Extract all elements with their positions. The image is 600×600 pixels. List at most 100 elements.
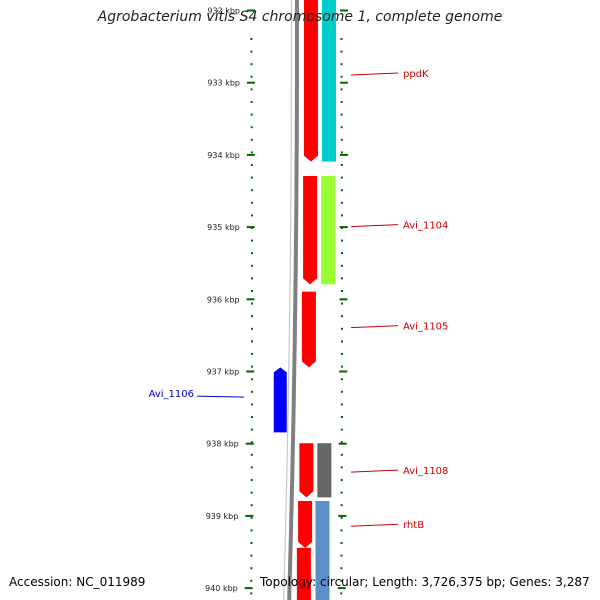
backbone-line <box>287 0 299 600</box>
guide-dot <box>250 516 253 519</box>
leader-line <box>350 224 399 228</box>
guide-dot <box>340 126 343 129</box>
gene-arrow-Avi_1106 <box>273 367 287 433</box>
guide-dot <box>340 164 343 166</box>
tick-label: 938 kbp <box>206 440 239 449</box>
tick-left <box>246 9 255 12</box>
tick-left <box>246 153 255 156</box>
leader-line <box>350 325 399 329</box>
gene-arrow-rhtB <box>298 500 313 548</box>
guide-dot <box>340 441 343 444</box>
tick-right <box>338 514 347 517</box>
guide-dot <box>250 491 253 494</box>
gene-arrow-Avi_1108 <box>299 443 314 498</box>
tick-label: 937 kbp <box>207 368 240 377</box>
gene-label-rhtB: rhtB <box>403 520 424 531</box>
guide-dot <box>340 516 343 519</box>
guide-dot <box>340 340 343 343</box>
tick-right <box>339 370 348 373</box>
guide-dot <box>250 88 253 91</box>
guide-dot <box>340 579 343 582</box>
guide-dot <box>250 277 253 280</box>
tick-right <box>339 9 348 12</box>
guide-dot <box>250 201 253 204</box>
cog-tracks <box>315 0 336 600</box>
guide-dot <box>250 327 253 330</box>
guide-dot <box>340 504 343 507</box>
guide-dot <box>250 554 253 557</box>
guide-dot <box>340 479 343 481</box>
gene-arrow-Avi_1104 <box>303 176 318 285</box>
tick-label: 934 kbp <box>207 151 240 160</box>
guide-dot <box>340 214 343 217</box>
guide-dot <box>250 441 253 444</box>
guide-dot <box>250 138 253 141</box>
guide-dot <box>250 189 253 192</box>
leader-line <box>350 72 399 76</box>
guide-dot <box>250 239 253 242</box>
guide-dot <box>250 75 253 78</box>
tick-left <box>246 298 255 301</box>
tick-left <box>244 587 253 590</box>
guide-dot <box>250 176 253 179</box>
guide-dot <box>250 126 253 129</box>
guide-dot <box>340 264 343 267</box>
guide-dot <box>340 113 343 116</box>
guide-dot <box>340 403 343 406</box>
guide-dot <box>250 378 253 381</box>
guide-dot <box>250 315 253 318</box>
guide-dot <box>340 252 343 255</box>
guide-dot <box>250 592 253 595</box>
dotted-guides <box>250 38 343 595</box>
tick-label: 936 kbp <box>207 295 240 304</box>
guide-dot <box>250 264 253 267</box>
gene-arrow-ppdK <box>303 0 318 162</box>
cog-bar-ppdK <box>321 0 336 162</box>
tick-right <box>339 81 348 84</box>
guide-dot <box>340 542 343 544</box>
guide-dot <box>250 151 253 154</box>
guide-dot <box>340 75 343 78</box>
guide-dot <box>340 491 343 494</box>
tick-label: 939 kbp <box>206 512 239 521</box>
guide-dot <box>340 302 343 305</box>
guide-dot <box>250 214 253 217</box>
guide-dot <box>250 567 253 570</box>
guide-dot <box>250 353 253 355</box>
guide-dot <box>340 50 343 53</box>
leader-line <box>350 469 399 473</box>
tick-right <box>339 226 348 229</box>
guide-dot <box>250 101 253 103</box>
guide-dot <box>250 416 253 418</box>
gene-label-Avi_1104: Avi_1104 <box>403 221 448 232</box>
gene-arrow-unnamed <box>296 547 311 600</box>
guide-dot <box>250 479 253 481</box>
guide-dot <box>340 554 343 557</box>
guide-dot <box>340 592 343 595</box>
guide-dot <box>250 579 253 582</box>
tick-left <box>245 442 254 445</box>
tick-left <box>246 370 255 373</box>
leader-line <box>196 395 245 398</box>
tick-right <box>339 153 348 156</box>
tick-left <box>246 81 255 84</box>
tick-right <box>338 442 347 445</box>
guide-dot <box>250 466 253 469</box>
gene-label-Avi_1105: Avi_1105 <box>403 322 448 333</box>
tick-label: 933 kbp <box>207 79 240 88</box>
guide-dot <box>250 365 253 368</box>
guide-dot <box>250 453 253 456</box>
guide-dot <box>340 327 343 330</box>
tick-label: 935 kbp <box>207 223 240 232</box>
guide-dot <box>250 428 253 431</box>
guide-dot <box>340 390 343 393</box>
guide-dot <box>250 38 253 40</box>
guide-dot <box>250 340 253 343</box>
guide-dot <box>340 529 343 532</box>
guide-dot <box>340 315 343 318</box>
tick-left <box>245 514 254 517</box>
topology-text: Topology: circular; Length: 3,726,375 bp… <box>260 575 590 589</box>
guide-dot <box>340 151 343 154</box>
guide-dot <box>340 239 343 242</box>
